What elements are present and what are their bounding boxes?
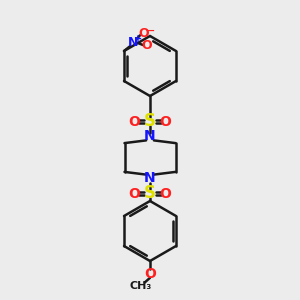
Text: N: N [128, 36, 138, 49]
Text: O: O [128, 187, 140, 200]
Text: O: O [138, 26, 149, 40]
Text: S: S [144, 112, 156, 130]
Text: −: − [146, 26, 155, 36]
Text: O: O [144, 267, 156, 280]
Text: S: S [144, 184, 156, 202]
Text: N: N [144, 172, 156, 185]
Text: O: O [160, 187, 172, 200]
Text: O: O [128, 115, 140, 128]
Text: O: O [141, 39, 152, 52]
Text: O: O [160, 115, 172, 128]
Text: +: + [134, 34, 142, 44]
Text: CH₃: CH₃ [130, 280, 152, 291]
Text: N: N [144, 130, 156, 143]
